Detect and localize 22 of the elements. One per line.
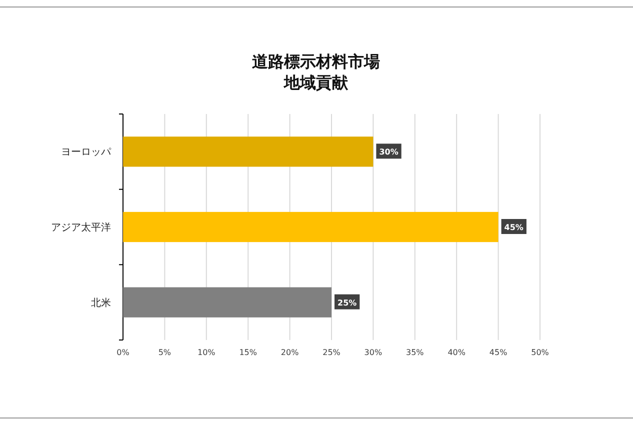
x-tick-label: 45% bbox=[489, 348, 508, 357]
data-label: 30% bbox=[379, 148, 398, 157]
bar bbox=[123, 136, 374, 167]
chart-title: 道路標示材料市場 bbox=[252, 52, 380, 71]
x-tick-label: 25% bbox=[322, 348, 341, 357]
data-label: 25% bbox=[338, 298, 357, 308]
bar bbox=[123, 212, 498, 242]
y-tick-label: アジア太平洋 bbox=[51, 222, 111, 234]
x-tick-label: 15% bbox=[239, 348, 258, 357]
x-tick-label: 30% bbox=[364, 348, 382, 357]
x-tick-label: 50% bbox=[531, 348, 550, 357]
chart-subtitle: 地域貢献 bbox=[283, 73, 349, 92]
x-tick-label: 35% bbox=[406, 348, 424, 357]
y-tick-label: ヨーロッパ bbox=[61, 147, 112, 158]
x-tick-label: 5% bbox=[158, 348, 172, 357]
y-tick-label: 北米 bbox=[91, 296, 111, 309]
x-tick-label: 10% bbox=[198, 348, 216, 357]
bar bbox=[123, 287, 332, 318]
x-tick-label: 0% bbox=[116, 348, 130, 357]
data-label: 45% bbox=[504, 223, 524, 232]
x-tick-label: 20% bbox=[280, 348, 300, 357]
x-tick-label: 40% bbox=[448, 348, 466, 357]
